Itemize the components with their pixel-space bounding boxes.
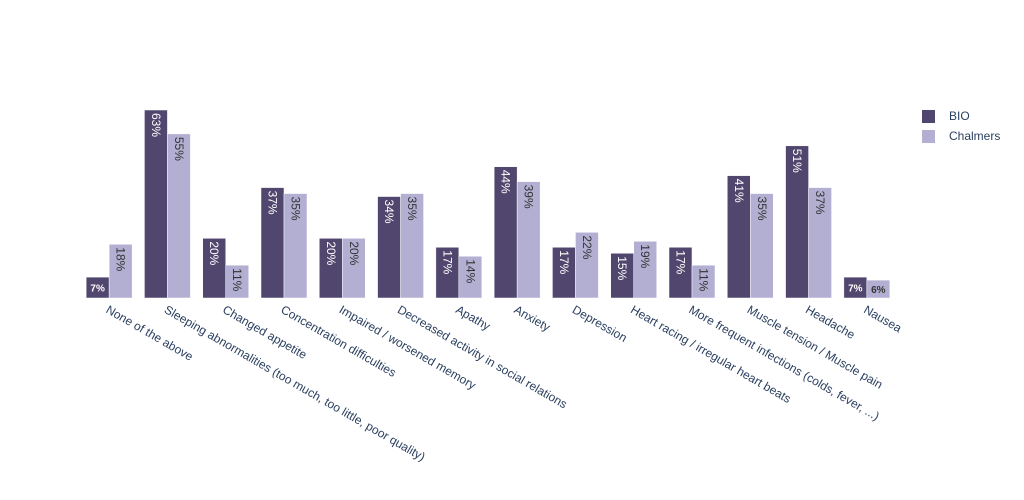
legend-label-bio: BIO <box>949 109 970 123</box>
bar-chalmers-10[interactable] <box>691 264 716 299</box>
legend-swatch-bio <box>922 109 935 123</box>
bar-chalmers-6[interactable] <box>458 255 483 299</box>
bar-chalmers-13[interactable] <box>866 279 891 299</box>
bar-chalmers-0[interactable] <box>108 244 133 299</box>
data-label-chalmers-12: 37% <box>813 191 827 215</box>
bar-chalmers-8[interactable] <box>575 232 599 299</box>
data-label-bio-10: 17% <box>674 250 688 274</box>
data-label-chalmers-3: 35% <box>289 197 303 221</box>
bar-chalmers-7[interactable] <box>516 181 541 299</box>
data-label-chalmers-4: 20% <box>347 241 361 265</box>
data-label-chalmers-11: 35% <box>755 197 769 221</box>
bar-chalmers-12[interactable] <box>808 187 832 299</box>
bar-chalmers-3[interactable] <box>283 193 308 299</box>
bar-chalmers-5[interactable] <box>400 193 424 299</box>
data-label-chalmers-2: 11% <box>230 268 244 291</box>
legend-item-chalmers[interactable]: Chalmers <box>922 126 1000 146</box>
legend: BIO Chalmers <box>922 106 1000 146</box>
legend-label-chalmers: Chalmers <box>949 129 1001 143</box>
bar-chalmers-4[interactable] <box>342 238 366 299</box>
data-label-chalmers-10: 11% <box>697 268 711 291</box>
bar-chalmers-9[interactable] <box>633 241 657 299</box>
data-label-bio-11: 41% <box>732 179 746 203</box>
data-label-bio-9: 15% <box>615 256 629 280</box>
data-label-chalmers-0: 18% <box>114 247 128 271</box>
x-tick-label-8: Depression <box>570 302 630 344</box>
bar-bio-1[interactable] <box>144 109 168 299</box>
data-label-bio-7: 44% <box>499 170 513 194</box>
data-label-chalmers-1: 55% <box>172 137 186 161</box>
data-label-chalmers-7: 39% <box>522 185 536 209</box>
bar-chalmers-1[interactable] <box>167 133 191 299</box>
data-label-bio-1: 63% <box>149 113 163 137</box>
data-label-chalmers-8: 22% <box>580 235 594 259</box>
data-label-bio-3: 37% <box>266 191 280 215</box>
x-tick-label-13: Nausea <box>861 302 904 335</box>
data-label-bio-12: 51% <box>790 149 804 173</box>
data-label-chalmers-13: 6% <box>871 285 886 296</box>
data-label-bio-0: 7% <box>90 284 105 295</box>
data-label-chalmers-9: 19% <box>638 244 652 268</box>
legend-swatch-chalmers <box>922 129 935 143</box>
bar-chalmers-11[interactable] <box>750 193 774 299</box>
data-label-bio-6: 17% <box>440 250 454 274</box>
data-label-bio-8: 17% <box>557 250 571 274</box>
x-tick-label-6: Apathy <box>453 302 492 333</box>
bar-chalmers-2[interactable] <box>225 264 249 299</box>
data-label-bio-4: 20% <box>324 241 338 265</box>
x-tick-label-1: Sleeping abnormalities (too much, too li… <box>162 302 428 464</box>
data-label-bio-5: 34% <box>382 200 396 224</box>
x-tick-label-7: Anxiety <box>512 302 553 334</box>
data-label-bio-2: 20% <box>207 241 221 265</box>
data-label-chalmers-6: 14% <box>463 259 477 283</box>
data-label-chalmers-5: 35% <box>405 197 419 221</box>
legend-item-bio[interactable]: BIO <box>922 106 1000 126</box>
data-label-bio-13: 7% <box>848 284 863 295</box>
